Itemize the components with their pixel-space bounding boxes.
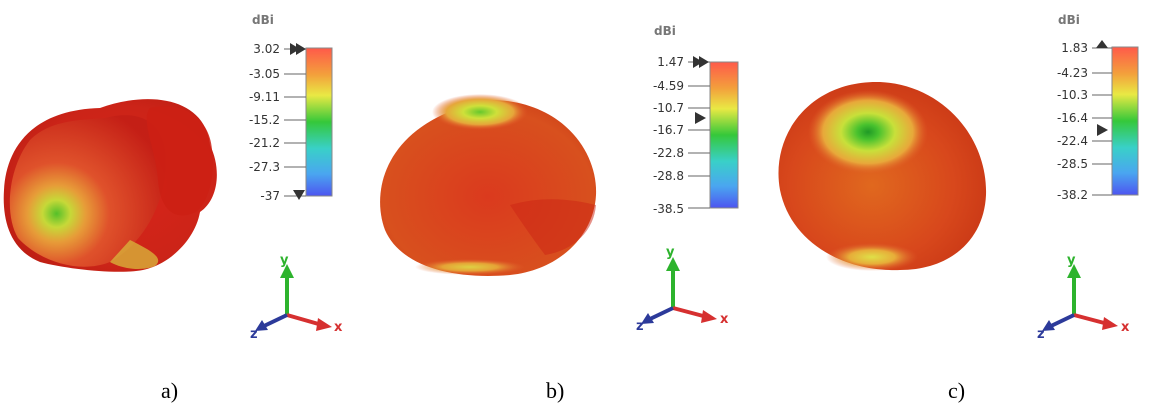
scale-tick-b-4: -22.8 xyxy=(653,146,684,160)
scale-max-marker-a xyxy=(290,43,306,55)
scale-tick-a-5: -27.3 xyxy=(249,160,280,174)
scale-tick-b-1: -4.59 xyxy=(653,79,684,93)
scale-level-marker-c xyxy=(1097,124,1108,136)
scale-bar-c xyxy=(1111,46,1139,196)
scale-tick-b-6: -38.5 xyxy=(653,202,684,216)
axis-label-z-a: z xyxy=(250,327,258,342)
scale-tick-c-0: 1.83 xyxy=(1061,41,1088,55)
scale-min-marker-a xyxy=(293,190,305,200)
scale-tick-a-2: -9.11 xyxy=(249,90,280,104)
scale-tick-b-3: -16.7 xyxy=(653,123,684,137)
scale-tick-b-5: -28.8 xyxy=(653,169,684,183)
scale-tick-c-6: -38.2 xyxy=(1057,188,1088,202)
axis-triad-b: y x z xyxy=(636,245,729,334)
scale-tick-b-2: -10.7 xyxy=(653,101,684,115)
caption-c: c) xyxy=(948,378,966,403)
axis-label-z-b: z xyxy=(636,319,644,334)
scale-tick-a-0: 3.02 xyxy=(253,42,280,56)
scale-tick-a-6: -37 xyxy=(260,189,280,203)
axis-triad-a: y x z xyxy=(250,253,343,342)
scale-tick-a-4: -21.2 xyxy=(249,136,280,150)
scale-tick-b-0: 1.47 xyxy=(657,55,684,69)
axis-label-x-c: x xyxy=(1121,320,1130,335)
scale-tick-a-1: -3.05 xyxy=(249,67,280,81)
axis-label-y-a: y xyxy=(280,253,289,268)
caption-a: a) xyxy=(161,378,179,403)
scale-max-marker-c xyxy=(1096,40,1108,48)
scale-tick-a-3: -15.2 xyxy=(249,113,280,127)
scale-bar-b xyxy=(709,61,739,209)
color-scale-a: dBi 3.02 -3.05 -9.11 -15.2 -21.2 -27.3 -… xyxy=(249,13,333,203)
scale-tick-c-2: -10.3 xyxy=(1057,88,1088,102)
color-scale-b: dBi 1.47 -4.59 -10.7 -16.7 -22.8 -28.8 -… xyxy=(653,24,739,216)
scale-tick-c-1: -4.23 xyxy=(1057,66,1088,80)
axis-label-z-c: z xyxy=(1037,327,1045,342)
pattern-sphere-b xyxy=(380,94,597,276)
axis-label-x-b: x xyxy=(720,312,729,327)
scale-tick-c-3: -16.4 xyxy=(1057,111,1088,125)
pattern-blob-a xyxy=(3,99,217,272)
scale-max-marker-b xyxy=(693,56,709,68)
scale-unit-a: dBi xyxy=(252,13,274,27)
axis-triad-c: y x z xyxy=(1037,253,1130,342)
color-scale-c: dBi 1.83 -4.23 -10.3 -16.4 -22.4 -28.5 -… xyxy=(1057,13,1139,202)
scale-unit-c: dBi xyxy=(1058,13,1080,27)
scale-unit-b: dBi xyxy=(654,24,676,38)
pattern-sphere-c xyxy=(778,81,987,271)
caption-b: b) xyxy=(546,378,565,403)
axis-label-y-b: y xyxy=(666,245,675,260)
scale-tick-c-4: -22.4 xyxy=(1057,134,1088,148)
scale-level-marker-b xyxy=(695,112,706,124)
scale-bar-a xyxy=(305,47,333,197)
axis-label-y-c: y xyxy=(1067,253,1076,268)
scale-tick-c-5: -28.5 xyxy=(1057,157,1088,171)
axis-label-x-a: x xyxy=(334,320,343,335)
